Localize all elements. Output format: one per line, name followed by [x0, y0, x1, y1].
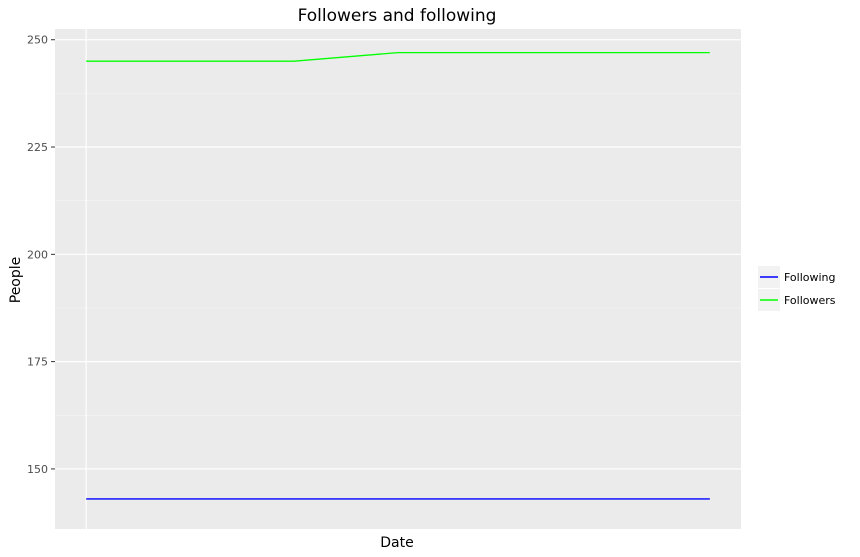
x-axis-title: Date: [380, 535, 413, 551]
legend-label-following: Following: [784, 271, 836, 284]
series-lines: [86, 51, 710, 500]
y-tick-label: 175: [27, 356, 48, 369]
y-tick-label: 150: [27, 463, 48, 476]
series-line-followers: [86, 51, 710, 62]
y-tick-label: 225: [27, 141, 48, 154]
legend: Following Followers: [758, 266, 836, 311]
y-tick-label: 200: [27, 248, 48, 261]
legend-label-followers: Followers: [784, 294, 836, 307]
y-tick-label: 250: [27, 34, 48, 47]
plot-panel: [55, 29, 741, 529]
grid-lines: [55, 29, 741, 529]
y-axis-title: People: [8, 257, 24, 304]
y-axis: 150 175 200 225 250: [27, 34, 55, 476]
chart-title: Followers and following: [298, 6, 497, 26]
